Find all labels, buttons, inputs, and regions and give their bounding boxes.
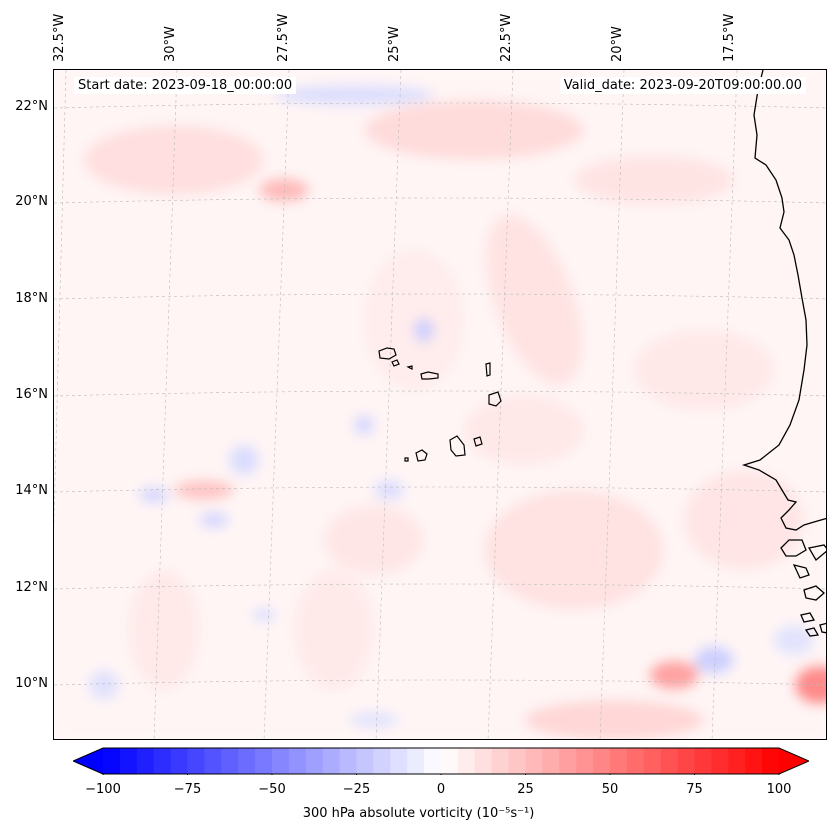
colorbar-tick: 100 — [766, 782, 792, 797]
lon-label: 22.5°W — [499, 13, 514, 62]
colorbar-cell — [204, 748, 222, 774]
colorbar-cell — [356, 748, 374, 774]
colorbar-cell — [103, 748, 121, 774]
cape-verde-islands — [378, 347, 502, 462]
colorbar-high-extension — [779, 748, 809, 774]
colorbar-cell — [508, 748, 527, 774]
colorbar-label: 300 hPa absolute vorticity (10⁻⁵s⁻¹) — [302, 806, 535, 821]
colorbar-cell — [187, 748, 205, 774]
colorbar-tick: 0 — [436, 782, 446, 797]
colorbar-cell — [305, 748, 324, 774]
colorbar-cell — [745, 748, 763, 774]
colorbar-cell — [576, 748, 594, 774]
lon-label: 27.5°W — [276, 13, 291, 62]
colorbar-cell — [694, 748, 712, 774]
lon-label: 30°W — [163, 26, 178, 62]
colorbar-cell — [610, 748, 628, 774]
lat-label: 14°N — [15, 483, 48, 498]
colorbar-cell — [728, 748, 746, 774]
map-canvas — [54, 70, 826, 739]
colorbar-tick: −75 — [173, 782, 202, 797]
colorbar-cell — [288, 748, 307, 774]
colorbar-cell — [136, 748, 155, 774]
lat-label: 18°N — [15, 291, 48, 306]
valid-date: Valid_date: 2023-09-20T09:00:00.00 — [559, 77, 806, 94]
colorbar-cell — [170, 748, 189, 774]
colorbar-cell — [238, 748, 256, 774]
colorbar-cell — [119, 748, 138, 774]
colorbar-cell — [407, 748, 425, 774]
colorbar-cells — [103, 748, 780, 774]
colorbar-cell — [255, 748, 273, 774]
lat-label: 12°N — [15, 580, 48, 595]
colorbar-cell — [322, 748, 341, 774]
colorbar-cell — [339, 748, 358, 774]
colorbar-cell — [762, 748, 780, 774]
colorbar-tick: −100 — [85, 782, 121, 797]
colorbar-tick: 50 — [601, 782, 619, 797]
colorbar-cell — [542, 748, 560, 774]
colorbar-cell — [626, 748, 645, 774]
colorbar-cell — [153, 748, 172, 774]
colorbar-tick: 75 — [686, 782, 703, 797]
colorbar-cell — [491, 748, 510, 774]
vorticity-map: Start date: 2023-09-18_00:00:00 Valid_da… — [53, 69, 827, 740]
colorbar-cell — [457, 748, 476, 774]
start-date: Start date: 2023-09-18_00:00:00 — [74, 77, 297, 94]
vorticity-field — [54, 70, 826, 739]
colorbar-cell — [390, 748, 408, 774]
colorbar-tick: −50 — [258, 782, 286, 797]
colorbar-tickmarks — [102, 774, 780, 775]
lon-label: 32.5°W — [52, 13, 67, 62]
lat-label: 20°N — [15, 194, 48, 209]
africa-coastline — [741, 70, 826, 637]
lat-label: 16°N — [15, 387, 48, 402]
colorbar-tick: −25 — [342, 782, 371, 797]
colorbar-cell — [373, 748, 391, 774]
colorbar-cell — [424, 748, 442, 774]
colorbar-cell — [643, 748, 662, 774]
colorbar-cell — [677, 748, 696, 774]
colorbar-cell — [660, 748, 679, 774]
colorbar-low-extension — [73, 748, 103, 774]
lon-label: 20°W — [610, 26, 625, 62]
colorbar-cell — [711, 748, 729, 774]
lon-label: 25°W — [387, 26, 402, 62]
colorbar-cell — [441, 748, 459, 774]
colorbar-tick: 25 — [517, 782, 534, 797]
colorbar — [73, 747, 809, 775]
lon-label: 17.5°W — [722, 13, 737, 62]
colorbar-cell — [272, 748, 290, 774]
colorbar-cell — [525, 748, 543, 774]
colorbar-cell — [559, 748, 577, 774]
gridlines — [54, 70, 826, 739]
colorbar-cell — [474, 748, 493, 774]
colorbar-cell — [221, 748, 239, 774]
lat-label: 10°N — [15, 676, 48, 691]
lat-label: 22°N — [15, 99, 48, 114]
colorbar-cell — [593, 748, 611, 774]
